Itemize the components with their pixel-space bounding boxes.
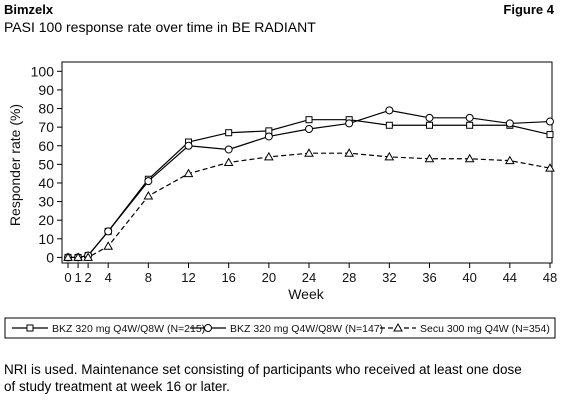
marker-triangle [143, 190, 154, 200]
x-tick-label: 32 [382, 270, 396, 285]
y-tick-label: 10 [38, 231, 54, 247]
marker-square [225, 129, 233, 137]
marker-circle [264, 132, 273, 141]
x-tick-label: 12 [181, 270, 195, 285]
x-tick-label: 40 [462, 270, 476, 285]
x-tick-label: 16 [221, 270, 235, 285]
series-line [68, 152, 551, 259]
chart-title: PASI 100 response rate over time in BE R… [4, 19, 316, 35]
marker-triangle [304, 148, 314, 157]
x-axis-title: Week [288, 286, 325, 302]
figure-label: Figure 4 [503, 2, 554, 17]
y-tick-label: 50 [38, 156, 54, 172]
marker-triangle [63, 252, 73, 261]
legend-label: BKZ 320 mg Q4W/Q8W (N=215) [52, 323, 205, 335]
marker-square [546, 131, 554, 139]
x-tick-label: 48 [543, 270, 557, 285]
marker-square [305, 116, 313, 124]
y-axis-title: Responder rate (%) [7, 104, 23, 226]
y-tick-label: 30 [38, 194, 54, 210]
marker-circle [505, 119, 514, 128]
legend-label: BKZ 320 mg Q4W/Q8W (N=147) [230, 323, 383, 335]
footnote-line: of study treatment at week 16 or later. [4, 379, 230, 394]
y-tick-label: 70 [38, 119, 54, 135]
marker-circle [184, 141, 193, 150]
legend-label: Secu 300 mg Q4W (N=354) [420, 323, 550, 335]
marker-triangle [223, 157, 234, 166]
marker-triangle [183, 168, 194, 178]
marker-circle [144, 177, 153, 186]
marker-triangle [393, 322, 403, 332]
y-tick-label: 60 [38, 138, 54, 154]
x-tick-label: 20 [262, 270, 276, 285]
marker-triangle [83, 252, 93, 261]
marker-square [385, 121, 393, 129]
marker-triangle [504, 155, 515, 165]
marker-circle [465, 113, 474, 122]
x-tick-label: 28 [342, 270, 356, 285]
marker-circle [345, 119, 354, 128]
legend-box [4, 317, 556, 339]
y-tick-label: 20 [38, 212, 54, 228]
footnote-line: NRI is used. Maintenance set consisting … [4, 362, 522, 377]
x-tick-label: 24 [302, 270, 316, 285]
y-tick-label: 80 [38, 101, 54, 117]
marker-circle [425, 113, 434, 122]
marker-circle [224, 145, 233, 154]
marker-triangle [424, 153, 435, 163]
marker-triangle [103, 241, 114, 250]
marker-square [426, 121, 433, 129]
brand: Bimzelx [4, 2, 54, 17]
plot-frame [61, 61, 553, 264]
x-tick-label: 2 [84, 270, 91, 285]
marker-circle [305, 125, 314, 133]
y-tick-label: 90 [38, 82, 54, 98]
chart: Responder rate (%) Week 0102030405060708… [4, 61, 557, 339]
marker-triangle [384, 151, 395, 161]
marker-triangle [545, 163, 555, 172]
marker-square [466, 121, 474, 129]
y-tick-label: 100 [31, 63, 55, 79]
x-tick-label: 1 [74, 270, 81, 285]
x-tick-label: 0 [64, 270, 71, 285]
y-tick-label: 40 [38, 175, 54, 191]
y-tick-label: 0 [46, 249, 54, 265]
x-tick-label: 36 [422, 270, 436, 285]
marker-triangle [344, 148, 355, 157]
marker-circle [385, 106, 394, 115]
x-tick-label: 8 [145, 270, 152, 285]
x-tick-label: 4 [105, 270, 112, 285]
marker-circle [545, 117, 554, 126]
marker-triangle [73, 252, 83, 261]
series-line [68, 119, 551, 259]
marker-square [26, 324, 34, 332]
marker-circle [104, 227, 113, 236]
marker-triangle [464, 153, 475, 163]
x-tick-label: 44 [503, 270, 517, 285]
footnote: NRI is used. Maintenance set consisting … [4, 361, 522, 395]
marker-triangle [263, 151, 274, 161]
marker-circle [204, 324, 212, 332]
